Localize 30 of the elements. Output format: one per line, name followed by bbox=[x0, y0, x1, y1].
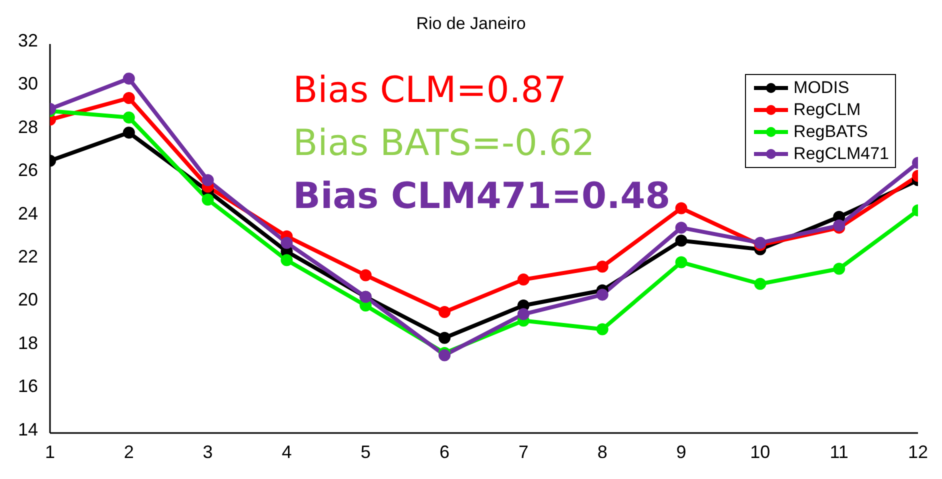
annotation: Bias CLM471=0.48 bbox=[293, 176, 670, 217]
x-tick-label: 10 bbox=[750, 442, 770, 462]
x-tick-label: 11 bbox=[830, 442, 848, 462]
x-tick-label: 12 bbox=[908, 442, 928, 462]
y-tick-label: 32 bbox=[18, 30, 38, 50]
y-tick-label: 14 bbox=[18, 419, 38, 440]
y-tick-label: 28 bbox=[18, 116, 38, 137]
legend-label: MODIS bbox=[794, 77, 850, 99]
x-tick-label: 3 bbox=[202, 442, 213, 462]
x-tick-label: 8 bbox=[597, 442, 608, 462]
y-tick-label: 30 bbox=[18, 74, 38, 94]
annotation: Bias BATS=-0.62 bbox=[293, 123, 595, 164]
chart-title: Rio de Janeiro bbox=[416, 14, 526, 33]
legend-label: RegBATS bbox=[794, 121, 868, 143]
x-tick-label: 9 bbox=[676, 442, 686, 462]
x-tick-label: 7 bbox=[518, 442, 528, 462]
y-tick-label: 16 bbox=[18, 376, 38, 396]
x-tick-label: 5 bbox=[360, 442, 371, 462]
y-tick-label: 20 bbox=[18, 290, 38, 310]
y-tick-label: 26 bbox=[18, 160, 38, 180]
y-tick-label: 18 bbox=[18, 332, 38, 353]
legend-label: RegCLM471 bbox=[794, 143, 889, 165]
legend-label: RegCLM bbox=[794, 99, 861, 121]
x-tick-label: 6 bbox=[440, 442, 450, 462]
x-tick-label: 2 bbox=[124, 442, 134, 462]
x-tick-label: 4 bbox=[282, 442, 292, 462]
x-tick-label: 1 bbox=[44, 442, 56, 462]
y-tick-label: 22 bbox=[18, 246, 38, 266]
y-tick-label: 24 bbox=[18, 203, 38, 224]
annotation: Bias CLM=0.87 bbox=[293, 70, 567, 111]
